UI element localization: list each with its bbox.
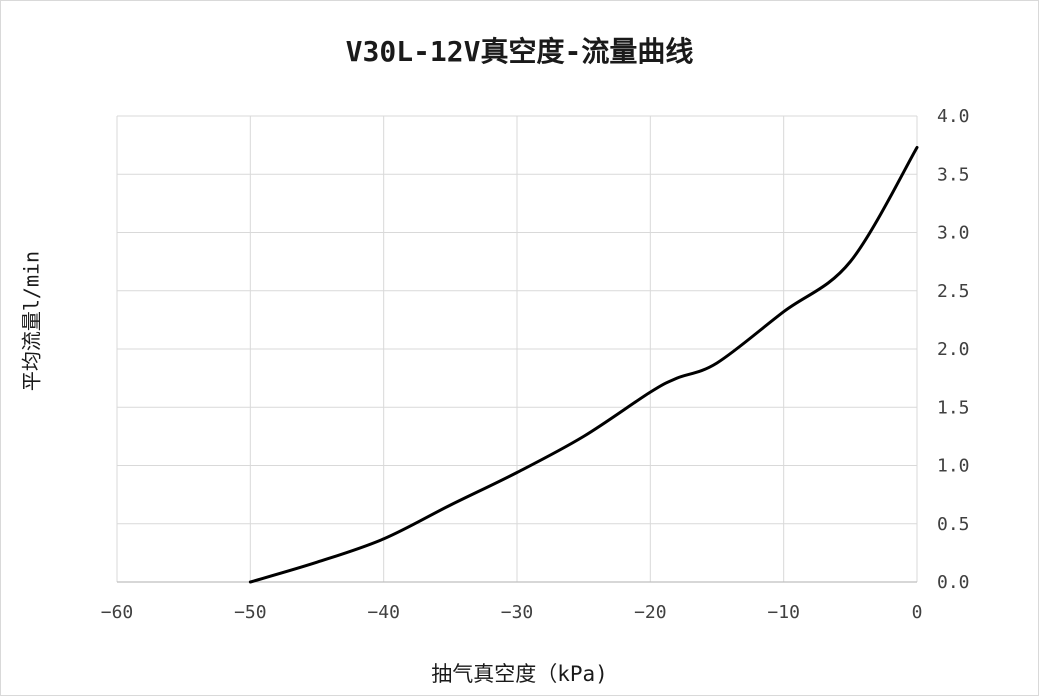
y-tick-label: 1.5 bbox=[937, 397, 970, 418]
y-tick-label: 3.0 bbox=[937, 223, 970, 244]
flow-curve-line bbox=[248, 145, 919, 584]
x-axis-label: 抽气真空度（kPa) bbox=[431, 662, 608, 686]
y-tick-label: 4.0 bbox=[937, 106, 970, 127]
x-tick-label: 0 bbox=[912, 602, 923, 623]
series-layer bbox=[248, 145, 919, 584]
x-tick-label: −20 bbox=[634, 602, 667, 623]
x-tick-label: −50 bbox=[234, 602, 267, 623]
tick-labels: −60 −50 −40 −30 −20 −10 0 0.0 0.5 1.0 1.5 2.0 2.5 3.0… bbox=[101, 106, 970, 623]
y-tick-label: 2.0 bbox=[937, 339, 970, 360]
y-tick-label: 0.0 bbox=[937, 572, 970, 593]
gridlines bbox=[116, 115, 918, 583]
chart-title: V30L-12V真空度-流量曲线 bbox=[345, 35, 694, 68]
y-tick-label: 2.5 bbox=[937, 281, 970, 302]
x-tick-label: −40 bbox=[367, 602, 400, 623]
y-tick-label: 3.5 bbox=[937, 164, 970, 185]
y-tick-label: 0.5 bbox=[937, 514, 970, 535]
y-tick-label: 1.0 bbox=[937, 456, 970, 477]
x-tick-label: −60 bbox=[101, 602, 134, 623]
x-tick-label: −30 bbox=[501, 602, 534, 623]
x-tick-label: −10 bbox=[767, 602, 800, 623]
